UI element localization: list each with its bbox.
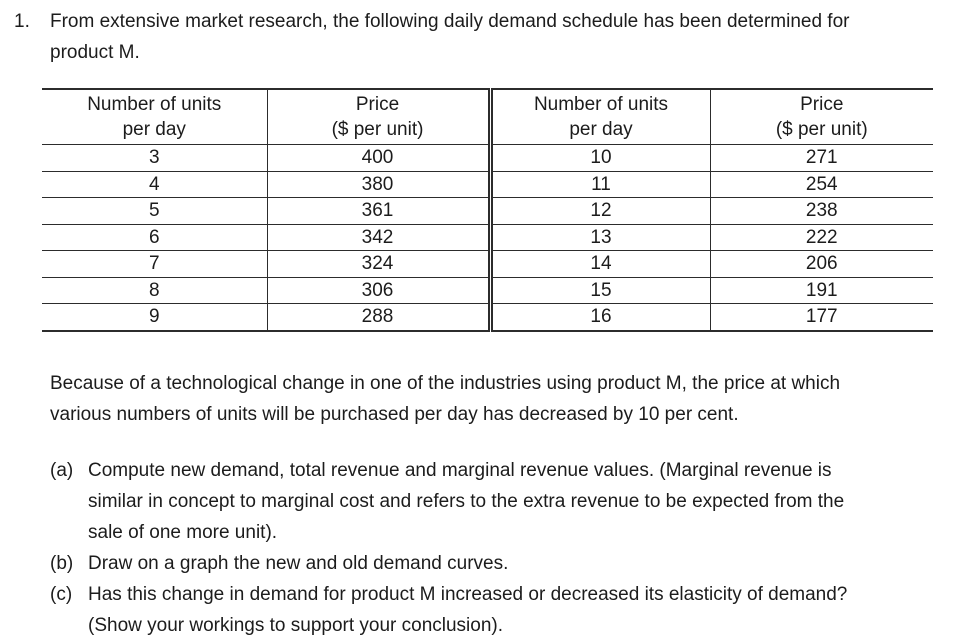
col-header-units-left: Number of units per day: [42, 89, 268, 145]
cell-units-per-day: 16: [490, 303, 711, 331]
cell-units-per-day: 5: [42, 197, 268, 225]
table-row: 9 288 16 177: [42, 303, 933, 331]
cell-price: 324: [267, 250, 493, 278]
question-line: (Show your workings to support your conc…: [88, 614, 504, 636]
question-line: sale of one more unit).: [88, 521, 278, 543]
header-line: Number of units: [533, 94, 669, 115]
cell-units-per-day: 7: [42, 250, 268, 278]
paragraph-line: Because of a technological change in one…: [50, 372, 841, 394]
table-row: 5 361 12 238: [42, 197, 933, 225]
header-line: Price: [355, 94, 400, 115]
cell-price: 206: [710, 250, 933, 278]
table-row: 3 400 10 271: [42, 144, 933, 172]
paragraph-technological-change: Because of a technological change in one…: [50, 368, 964, 430]
cell-price: 271: [710, 144, 933, 172]
table-row: 4 380 11 254: [42, 171, 933, 198]
question-b: (b) Draw on a graph the new and old dema…: [50, 548, 964, 579]
cell-units-per-day: 10: [490, 144, 711, 172]
question-c: (c) Has this change in demand for produc…: [50, 579, 964, 641]
cell-units-per-day: 4: [42, 171, 268, 198]
cell-units-per-day: 3: [42, 144, 268, 172]
cell-price: 177: [710, 303, 933, 331]
table-row: 8 306 15 191: [42, 277, 933, 304]
cell-price: 380: [267, 171, 493, 198]
cell-price: 361: [267, 197, 493, 225]
cell-units-per-day: 13: [490, 224, 711, 251]
question-line: similar in concept to marginal cost and …: [88, 490, 845, 512]
cell-units-per-day: 6: [42, 224, 268, 251]
header-line: ($ per unit): [331, 119, 424, 140]
question-b-text: Draw on a graph the new and old demand c…: [88, 548, 508, 579]
question-c-text: Has this change in demand for product M …: [88, 579, 847, 641]
question-line: Has this change in demand for product M …: [88, 583, 848, 605]
header-line: Price: [800, 94, 844, 115]
demand-schedule-table: Number of units per day Price ($ per uni…: [42, 88, 933, 332]
question-line: Draw on a graph the new and old demand c…: [88, 552, 509, 574]
cell-units-per-day: 15: [490, 277, 711, 304]
problem-intro: From extensive market research, the foll…: [50, 6, 849, 68]
cell-units-per-day: 11: [490, 171, 711, 198]
problem-number: 1.: [14, 11, 30, 32]
table-row: 6 342 13 222: [42, 224, 933, 251]
question-line: Compute new demand, total revenue and ma…: [88, 459, 832, 481]
table-row: 7 324 14 206: [42, 250, 933, 278]
cell-units-per-day: 9: [42, 303, 268, 331]
cell-units-per-day: 14: [490, 250, 711, 278]
cell-price: 400: [267, 144, 493, 172]
cell-price: 238: [710, 197, 933, 225]
cell-price: 222: [710, 224, 933, 251]
question-b-label: (b): [50, 552, 74, 574]
cell-price: 288: [267, 303, 493, 331]
header-line: Number of units: [87, 94, 222, 115]
col-header-price-right: Price ($ per unit): [710, 89, 933, 145]
question-a-label: (a): [50, 459, 74, 481]
question-list: (a) Compute new demand, total revenue an…: [50, 455, 964, 641]
problem-statement: 1. From extensive market research, the f…: [14, 6, 964, 68]
paragraph-line: various numbers of units will be purchas…: [50, 403, 739, 425]
question-a: (a) Compute new demand, total revenue an…: [50, 455, 964, 548]
cell-price: 342: [267, 224, 493, 251]
header-line: per day: [122, 119, 186, 140]
intro-line: From extensive market research, the foll…: [50, 11, 850, 32]
intro-line: product M.: [50, 42, 140, 63]
col-header-price-left: Price ($ per unit): [267, 89, 493, 145]
col-header-units-right: Number of units per day: [490, 89, 711, 145]
cell-price: 306: [267, 277, 493, 304]
cell-price: 191: [710, 277, 933, 304]
cell-price: 254: [710, 171, 933, 198]
header-line: ($ per unit): [775, 119, 868, 140]
table-header-row: Number of units per day Price ($ per uni…: [42, 89, 933, 145]
header-line: per day: [569, 119, 633, 140]
cell-units-per-day: 12: [490, 197, 711, 225]
problem-page: 1. From extensive market research, the f…: [14, 6, 964, 641]
question-a-text: Compute new demand, total revenue and ma…: [88, 455, 844, 548]
cell-units-per-day: 8: [42, 277, 268, 304]
question-c-label: (c): [50, 583, 73, 605]
